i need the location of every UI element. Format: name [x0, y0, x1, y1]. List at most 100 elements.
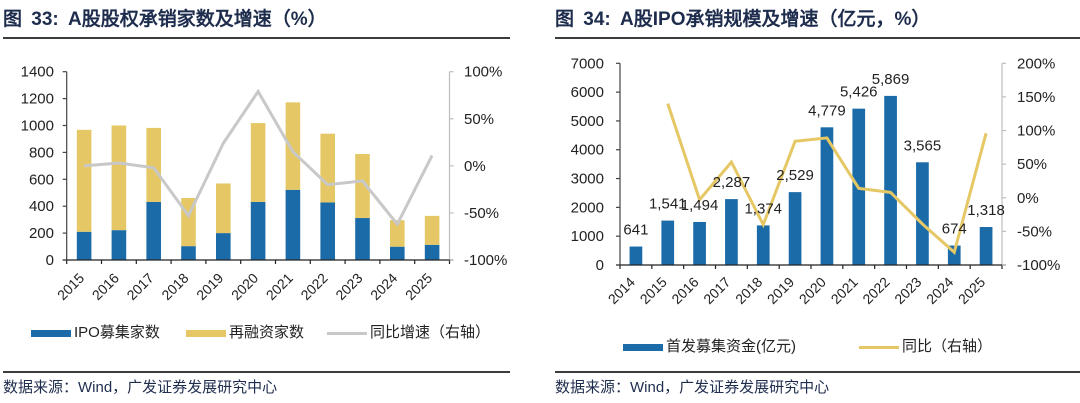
right-y-tick-label: -50% [464, 205, 499, 222]
right-y-tick-label: 150% [1017, 89, 1055, 106]
bar-series0-2015 [76, 231, 92, 260]
bar-series0-2014 [629, 246, 643, 265]
figure-title: 图 33: A股股权承销家数及增速（%） [3, 9, 327, 30]
left-y-tick-label: 600 [29, 171, 54, 188]
right-y-tick-label: 100% [1017, 123, 1055, 140]
bar-series0-2020 [820, 127, 834, 265]
left-y-tick-label: 3000 [571, 171, 604, 188]
left-y-tick-label: 6000 [571, 84, 604, 101]
left-y-tick-label: 200 [29, 225, 54, 242]
equity-underwriting-chart: 0 200 400 600 800 1000 1200 1400 -100% -50% 0% 50% 1… [21, 64, 508, 303]
bar-data-label: 641 [623, 222, 648, 239]
left-y-tick-label: 1000 [571, 228, 604, 245]
bar-data-label: 674 [942, 221, 967, 238]
bar-series0-2018 [756, 225, 770, 265]
left-y-tick-label: 400 [29, 198, 54, 215]
bar-series0-2023 [916, 162, 929, 265]
left-y-tick-label: 2000 [571, 199, 604, 216]
source-divider [3, 371, 510, 373]
bar-series1-2017 [146, 127, 161, 202]
bar-series1-2022 [320, 133, 335, 203]
legend-item-ipo-proceeds: 首发募集资金(亿元) [623, 338, 796, 356]
bar-series1-2020 [250, 123, 266, 202]
bar-series0-2024 [390, 246, 405, 260]
right-y-tick-label: -100% [464, 252, 507, 269]
bar-series0-2022 [320, 202, 335, 260]
bar-series0-2016 [111, 230, 127, 260]
figure-title: 图 34: A股IPO承销规模及增速（亿元，%） [555, 9, 931, 30]
bar-series1-2021 [285, 102, 301, 190]
left-y-tick-label: 7000 [571, 55, 604, 72]
legend-label: IPO募集家数 [74, 324, 160, 341]
legend-label: 同比增速（右轴） [370, 324, 491, 341]
left-y-tick-label: 800 [29, 144, 54, 161]
bar-data-label: 5,869 [872, 71, 910, 88]
right-y-tick-label: -50% [1017, 223, 1052, 240]
right-y-tick-label: 50% [464, 111, 494, 128]
x-tick-label: 2018 [732, 274, 765, 307]
x-tick-label: 2015 [54, 270, 87, 303]
bar-series0-2016 [693, 221, 706, 265]
left-y-tick-label: 0 [596, 257, 604, 274]
title-underline [3, 37, 510, 39]
x-tick-label: 2022 [297, 270, 330, 303]
bar-series0-2021 [285, 189, 301, 260]
bar-series0-2018 [181, 246, 196, 260]
bar-data-label: 5,426 [840, 84, 878, 101]
left-y-tick-label: 4000 [571, 142, 604, 159]
x-tick-label: 2017 [123, 270, 156, 303]
title-underline [555, 37, 1080, 39]
x-tick-label: 2016 [89, 270, 122, 303]
x-tick-label: 2014 [605, 274, 638, 307]
ipo-underwriting-chart: 0 1000 2000 3000 4000 5000 6000 7000 -100% -50% 0%… [571, 55, 1061, 307]
x-tick-label: 2020 [796, 274, 829, 307]
bar-series0-2023 [355, 218, 370, 260]
bar-data-label: 1,318 [967, 202, 1005, 219]
bar-data-label: 4,779 [808, 102, 846, 119]
x-tick-label: 2019 [764, 274, 797, 307]
bar-data-label: 2,287 [713, 174, 751, 191]
bar-series0-2017 [146, 201, 161, 260]
data-source-note: 数据来源：Wind，广发证券发展研究中心 [555, 379, 830, 396]
yoy-growth-line [666, 103, 988, 255]
x-tick-label: 2025 [955, 274, 988, 307]
legend-item-ipo-count: IPO募集家数 [31, 324, 160, 342]
x-tick-label: 2020 [228, 270, 261, 303]
right-y-tick-label: -100% [1017, 257, 1060, 274]
x-tick-label: 2023 [891, 274, 924, 307]
bar-data-label: 2,529 [776, 167, 814, 184]
x-tick-label: 2017 [700, 274, 733, 307]
yoy-growth-line [83, 88, 434, 227]
bar-series0-2025 [424, 244, 440, 260]
bar-series1-2023 [355, 154, 370, 219]
x-tick-label: 2021 [828, 274, 861, 307]
x-tick-label: 2024 [367, 270, 400, 303]
x-tick-label: 2019 [193, 270, 226, 303]
bar-series1-2015 [76, 129, 92, 232]
right-y-tick-label: 0% [464, 158, 486, 175]
x-tick-label: 2024 [923, 274, 956, 307]
bar-series1-2019 [216, 183, 231, 234]
legend-swatch-blue-bar [623, 343, 663, 351]
left-y-tick-label: 1000 [21, 118, 54, 135]
data-source-note: 数据来源：Wind，广发证券发展研究中心 [3, 379, 278, 396]
x-tick-label: 2023 [332, 270, 365, 303]
bar-data-label: 1,374 [744, 200, 782, 217]
legend-swatch-yellow-line [859, 345, 899, 349]
bar-data-label: 1,494 [681, 197, 719, 214]
bar-series1-2025 [424, 215, 440, 245]
figure-34-panel: 图 34: A股IPO承销规模及增速（亿元，%） 0 1000 2000 3000 40… [540, 0, 1080, 403]
left-y-tick-label: 1200 [21, 91, 54, 108]
bar-data-label: 1,541 [649, 196, 687, 213]
legend-item-yoy-growth: 同比增速（右轴） [327, 324, 490, 342]
figure-33-panel: 图 33: A股股权承销家数及增速（%） 0 200 400 600 800 1000 12… [3, 9, 510, 396]
right-y-tick-label: 0% [1017, 190, 1039, 207]
x-tick-label: 2016 [668, 274, 701, 307]
legend-label: 同比（右轴） [902, 338, 993, 355]
bar-series0-2015 [661, 220, 675, 265]
bar-series0-2025 [979, 227, 993, 265]
legend-swatch-blue-bar [31, 329, 71, 337]
legend-swatch-gray-line [327, 331, 367, 335]
bar-series1-2024 [390, 220, 405, 247]
left-y-tick-label: 1400 [21, 64, 54, 81]
